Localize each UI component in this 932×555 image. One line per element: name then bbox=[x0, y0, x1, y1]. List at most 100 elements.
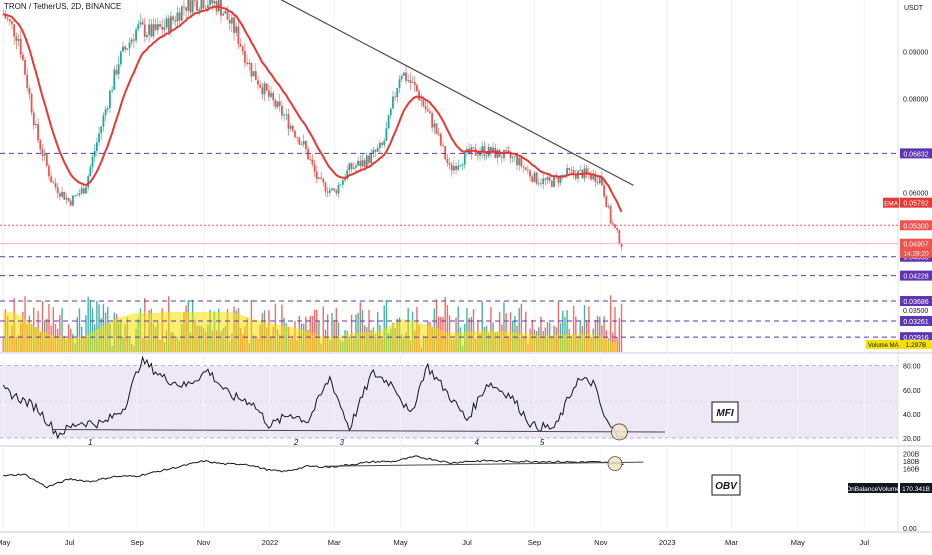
candle-body bbox=[248, 62, 251, 64]
candle-body bbox=[278, 101, 281, 106]
candle-body bbox=[300, 144, 303, 146]
candle-body bbox=[355, 165, 357, 168]
candle-body bbox=[48, 165, 50, 177]
candle-body bbox=[383, 140, 386, 145]
candle-body bbox=[435, 123, 438, 134]
candle-body bbox=[74, 195, 77, 197]
candle-body bbox=[98, 133, 100, 143]
candle-body bbox=[400, 76, 403, 80]
volume-bar bbox=[490, 307, 492, 352]
candle-body bbox=[509, 152, 512, 158]
candle-body bbox=[503, 150, 505, 159]
volume-bar bbox=[359, 302, 361, 352]
level-label: 0.06832 bbox=[903, 151, 928, 158]
level-label-bg bbox=[900, 332, 932, 343]
level-label-bg bbox=[900, 270, 932, 281]
candle-body bbox=[596, 182, 599, 184]
volume-bar bbox=[557, 302, 560, 352]
last-price-label: 0.04907 bbox=[903, 242, 928, 249]
candle-body bbox=[507, 150, 510, 153]
candle-body bbox=[237, 26, 240, 44]
candle-body bbox=[228, 19, 231, 24]
candle-body bbox=[137, 24, 140, 30]
x-tick-label: May bbox=[393, 538, 407, 547]
level-label-bg bbox=[900, 296, 932, 307]
candle-body bbox=[15, 36, 18, 41]
candle-body bbox=[176, 12, 179, 22]
candle-body bbox=[450, 164, 453, 171]
level-label-bg bbox=[900, 148, 932, 159]
candle-body bbox=[63, 191, 66, 200]
candle-body bbox=[263, 83, 266, 95]
candle-body bbox=[296, 137, 299, 138]
candle-body bbox=[226, 11, 229, 20]
volume-bar bbox=[357, 312, 359, 352]
candle-body bbox=[69, 200, 72, 206]
volume-ma-value-bg bbox=[900, 340, 932, 349]
candle-body bbox=[609, 206, 612, 224]
candle-body bbox=[244, 50, 246, 63]
candle-body bbox=[85, 187, 87, 194]
candle-body bbox=[361, 160, 364, 167]
x-tick-label: Jul bbox=[462, 538, 472, 547]
volume-bar bbox=[540, 316, 542, 352]
candle-body bbox=[378, 142, 381, 148]
candle-body bbox=[132, 39, 135, 41]
currency-label: USDT bbox=[904, 5, 924, 12]
obv-tag-bg bbox=[848, 483, 898, 493]
candle-body bbox=[174, 20, 177, 22]
candle-body bbox=[505, 150, 508, 151]
obv-trendline bbox=[324, 461, 644, 467]
candle-body bbox=[511, 156, 514, 158]
candle-body bbox=[496, 149, 499, 158]
volume-bar bbox=[588, 306, 590, 352]
candle-body bbox=[437, 133, 440, 135]
candle-body bbox=[198, 9, 201, 11]
volume-bar bbox=[331, 313, 333, 352]
candle-body bbox=[252, 71, 255, 77]
volume-bar bbox=[618, 317, 621, 352]
mfi-pivot-label: 2 bbox=[293, 438, 299, 447]
volume-ma-tag-bg bbox=[866, 340, 900, 349]
candle-body bbox=[167, 18, 170, 33]
obv-badge-text: OBV bbox=[715, 481, 738, 492]
candle-body bbox=[156, 24, 159, 31]
candle-body bbox=[43, 154, 46, 156]
last-price-bg bbox=[900, 238, 932, 258]
volume-bar bbox=[385, 299, 388, 352]
candle-body bbox=[605, 196, 608, 208]
candle-body bbox=[459, 165, 462, 167]
candle-body bbox=[159, 24, 161, 27]
candle-body bbox=[540, 183, 542, 185]
candle-body bbox=[169, 16, 172, 33]
obv-badge bbox=[711, 474, 741, 496]
candle-body bbox=[318, 177, 320, 179]
candle-body bbox=[376, 147, 379, 152]
candle-body bbox=[411, 81, 414, 83]
candle-body bbox=[357, 160, 360, 166]
candle-body bbox=[513, 156, 516, 158]
candle-body bbox=[452, 165, 455, 171]
candle-body bbox=[230, 17, 233, 24]
candle-body bbox=[187, 0, 190, 11]
candle-body bbox=[67, 197, 70, 201]
candle-body bbox=[320, 177, 323, 179]
candle-body bbox=[527, 169, 529, 171]
volume-bar bbox=[67, 324, 70, 352]
volume-bar bbox=[48, 303, 50, 352]
ema-line bbox=[3, 5, 623, 213]
candle-body bbox=[402, 72, 405, 77]
x-tick-label: Nov bbox=[594, 538, 608, 547]
candle-body bbox=[490, 146, 492, 154]
candle-body bbox=[439, 133, 442, 146]
candle-body bbox=[6, 18, 9, 20]
candle-body bbox=[117, 64, 120, 75]
candle-body bbox=[65, 197, 68, 200]
candle-body bbox=[211, 0, 214, 4]
volume-bar bbox=[41, 301, 44, 352]
obv-tick-label: 160B bbox=[903, 467, 920, 474]
candle-body bbox=[91, 156, 94, 167]
candle-body bbox=[311, 159, 314, 165]
candle-body bbox=[102, 115, 105, 127]
candle-body bbox=[341, 180, 344, 185]
